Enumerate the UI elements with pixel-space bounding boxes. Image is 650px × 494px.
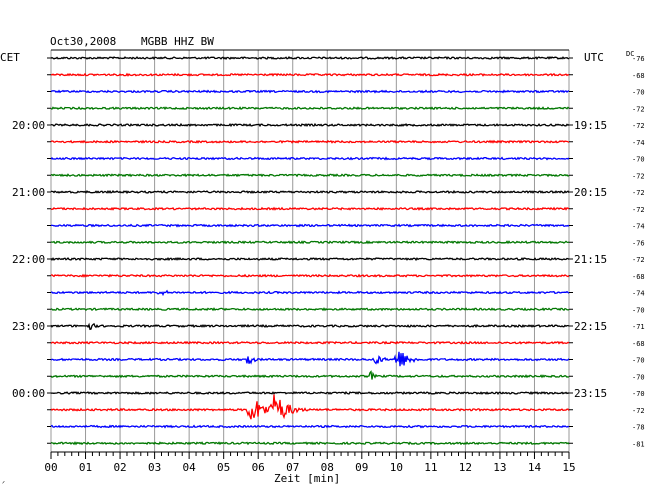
dc-label: DC	[626, 50, 634, 58]
x-tick-label: 08	[321, 461, 334, 474]
dc-offset-label: -70	[632, 156, 645, 164]
trace-5	[50, 139, 570, 144]
x-tick-label: 11	[424, 461, 437, 474]
header-station: MGBB HHZ BW	[141, 35, 214, 48]
dc-offset-label: -78	[632, 424, 645, 432]
trace-13	[50, 273, 570, 278]
x-tick-label: 10	[390, 461, 403, 474]
trace-2	[50, 89, 570, 94]
labels: 00 01 02 03 04 05 06 07 08 09 10 11 12 13 14 15 -76 -68 -7…	[12, 55, 645, 474]
trace-22	[50, 424, 570, 429]
x-tick-label: 01	[79, 461, 92, 474]
x-tick-label: 04	[183, 461, 197, 474]
x-tick-label: 03	[148, 461, 161, 474]
grid-lines	[50, 50, 570, 452]
trace-3	[50, 106, 570, 111]
trace-14	[51, 289, 570, 297]
dc-offset-label: -70	[632, 306, 645, 314]
left-hour-label: 00:00	[12, 387, 45, 400]
dc-offset-label: -72	[632, 206, 645, 214]
trace-4	[50, 122, 570, 128]
trace-15	[50, 307, 570, 312]
trace-23	[50, 441, 570, 446]
dc-offset-label: -68	[632, 340, 645, 348]
x-tick-label: 13	[493, 461, 506, 474]
trace-20	[50, 390, 570, 396]
trace-16	[50, 322, 570, 331]
left-hour-label: 23:00	[12, 320, 45, 333]
header-date: Oct30,2008	[50, 35, 116, 48]
axes	[47, 49, 573, 459]
x-tick-label: 14	[528, 461, 542, 474]
trace-8	[50, 189, 570, 195]
dc-offset-label: -81	[632, 440, 645, 448]
x-tick-label: 02	[113, 461, 126, 474]
trace-18	[50, 351, 570, 367]
right-hour-label: 19:15	[574, 119, 607, 132]
x-tick-label: 09	[355, 461, 368, 474]
dc-offset-label: -74	[632, 139, 645, 147]
x-tick-label: 12	[459, 461, 472, 474]
dc-offset-label: -74	[632, 290, 645, 298]
x-tick-label: 05	[217, 461, 230, 474]
trace-9	[50, 206, 570, 211]
trace-6	[50, 156, 570, 161]
left-hour-label: 22:00	[12, 253, 45, 266]
dc-offset-label: -70	[632, 89, 645, 97]
trace-0	[50, 56, 570, 60]
dc-offset-label: -72	[632, 189, 645, 197]
trace-11	[50, 240, 570, 245]
traces	[50, 56, 570, 446]
dc-offset-label: -76	[632, 55, 645, 63]
trace-12	[50, 256, 570, 262]
right-timezone: UTC	[584, 51, 604, 64]
right-hour-label: 22:15	[574, 320, 607, 333]
dc-offset-label: -74	[632, 223, 645, 231]
trace-1	[50, 72, 570, 77]
trace-19	[50, 370, 570, 380]
trace-7	[50, 173, 570, 178]
right-hour-label: 21:15	[574, 253, 607, 266]
corner-mark: ᐟ	[2, 480, 5, 488]
dc-offset-label: -72	[632, 105, 645, 113]
dc-offset-label: -70	[632, 373, 645, 381]
dc-offset-label: -68	[632, 72, 645, 80]
x-tick-label: 15	[562, 461, 575, 474]
trace-17	[50, 340, 570, 345]
dc-offset-label: -72	[632, 256, 645, 264]
x-tick-label: 06	[252, 461, 265, 474]
left-hour-label: 20:00	[12, 119, 45, 132]
trace-21	[50, 394, 570, 420]
x-tick-label: 00	[44, 461, 57, 474]
dc-offset-label: -76	[632, 239, 645, 247]
dc-offset-label: -68	[632, 273, 645, 281]
x-tick-label: 07	[286, 461, 299, 474]
trace-10	[50, 223, 570, 228]
left-hour-label: 21:00	[12, 186, 45, 199]
dc-offset-label: -71	[632, 323, 645, 331]
left-timezone: CET	[0, 51, 20, 64]
x-axis-label: Zeit [min]	[274, 472, 340, 485]
dc-offset-label: -72	[632, 407, 645, 415]
dc-offset-label: -72	[632, 172, 645, 180]
dc-offset-label: -70	[632, 390, 645, 398]
right-hour-label: 20:15	[574, 186, 607, 199]
dc-offset-label: -70	[632, 357, 645, 365]
right-hour-label: 23:15	[574, 387, 607, 400]
dc-offset-label: -72	[632, 122, 645, 130]
